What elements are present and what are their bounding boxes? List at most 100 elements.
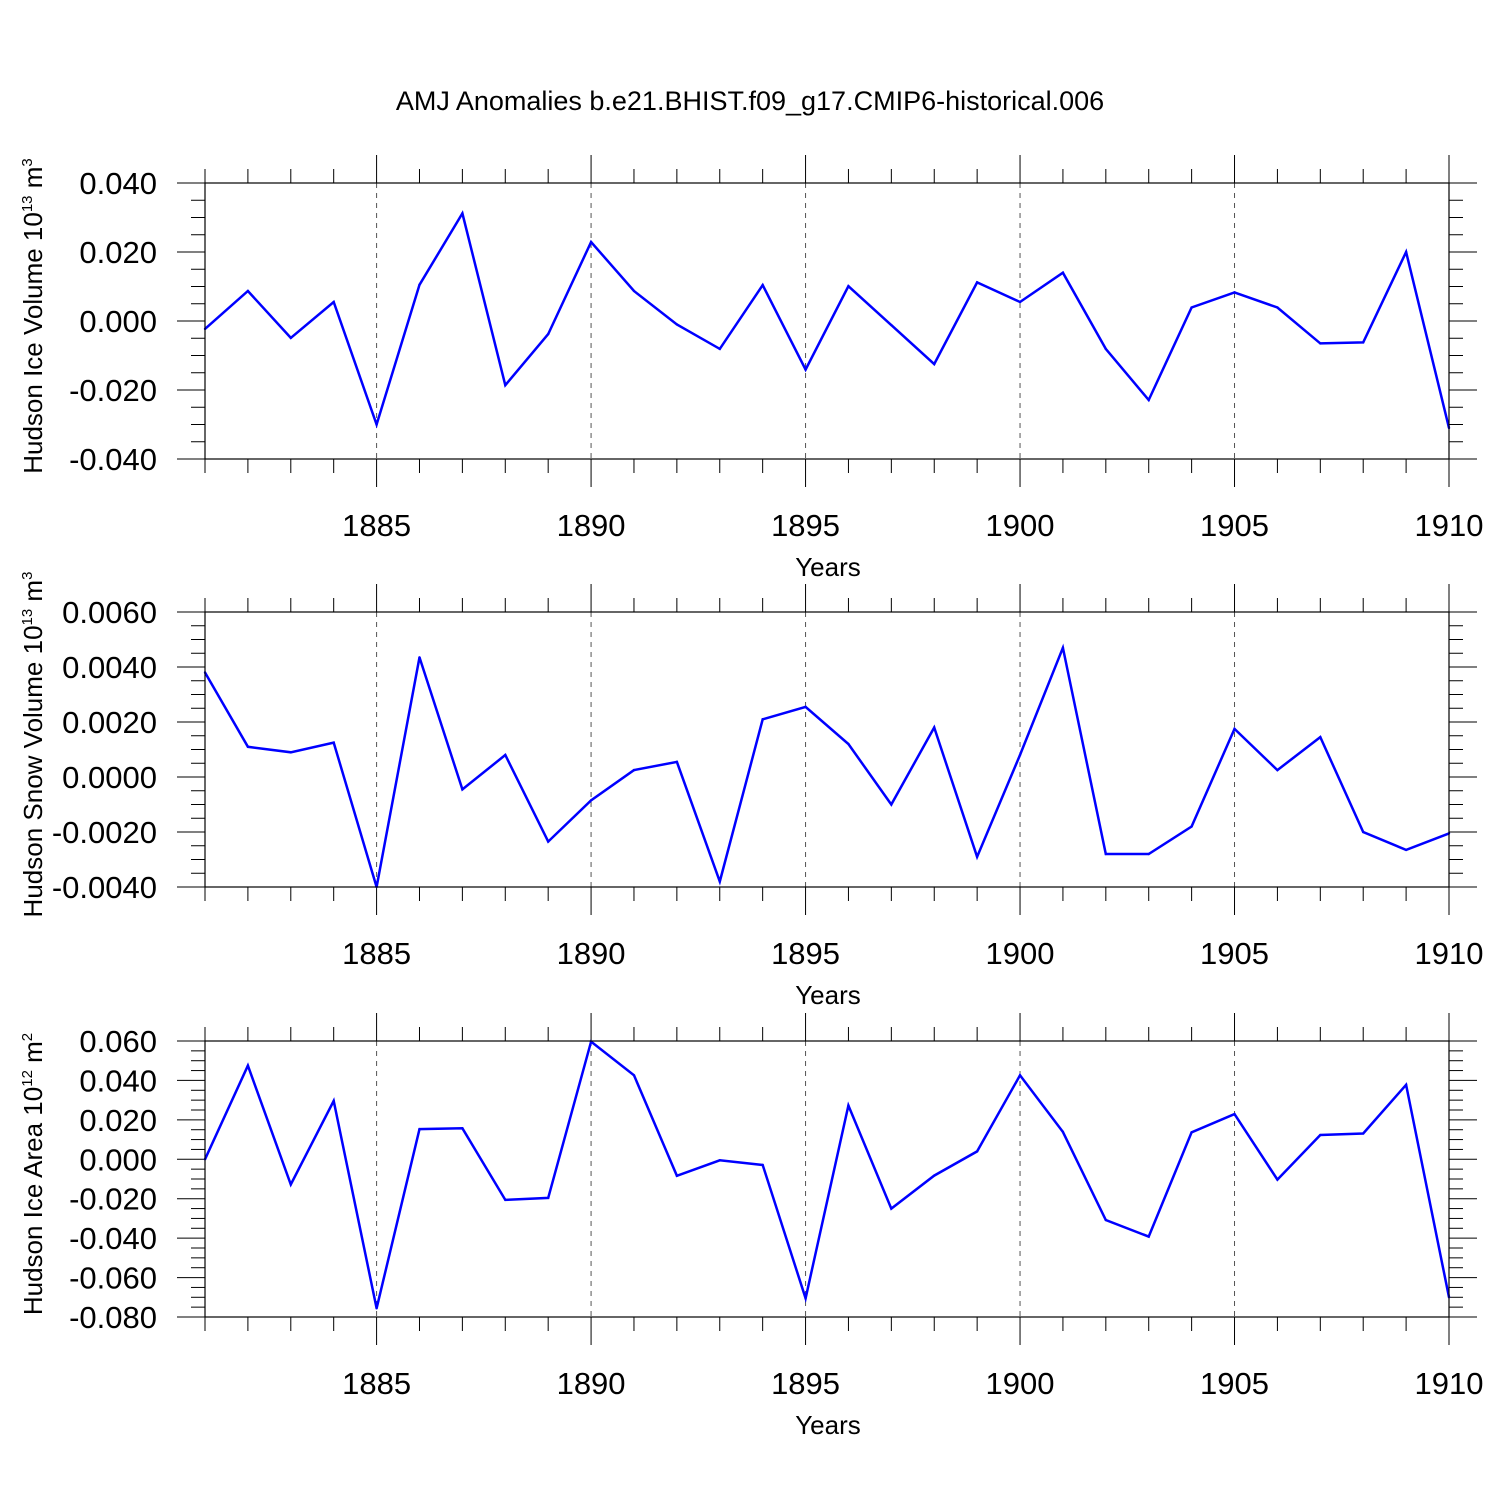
x-tick-label: 1905 (1200, 1366, 1269, 1401)
data-point (804, 368, 807, 371)
data-point (1061, 271, 1065, 274)
data-point (933, 1174, 936, 1177)
y-tick-label: -0.0040 (52, 870, 157, 905)
data-point (761, 718, 764, 721)
series-line (203, 1039, 1451, 1309)
data-point (504, 383, 507, 387)
data-point (718, 1159, 721, 1162)
data-point (632, 1074, 636, 1077)
data-point (847, 284, 850, 288)
data-point (632, 768, 636, 772)
data-point (975, 281, 979, 284)
data-point (890, 803, 893, 806)
data-point (461, 212, 464, 215)
data-point (1147, 852, 1150, 856)
y-tick-label: 0.040 (79, 166, 157, 201)
x-tick-label: 1890 (557, 1366, 626, 1401)
data-point (1104, 1218, 1108, 1222)
panel-ice-area: -0.080 -0.060 -0.040 -0.020 0.000 0.020 0.040 0… (18, 1013, 1483, 1440)
data-point (847, 742, 850, 746)
data-point (933, 726, 936, 729)
data-point (504, 753, 507, 757)
data-point (1233, 291, 1236, 294)
data-point (1018, 300, 1022, 304)
y-axis-title: Hudson Ice Area 1012 m2 (18, 1033, 48, 1315)
data-point (1104, 852, 1108, 856)
data-point (504, 1198, 507, 1202)
y-axis-title: Hudson Ice Volume 1013 m3 (18, 158, 48, 474)
y-tick-label: -0.0020 (52, 815, 157, 850)
series-line (204, 210, 1451, 429)
x-tick-label: 1910 (1415, 936, 1484, 971)
data-point (289, 751, 292, 754)
data-point (632, 289, 636, 293)
x-axis-title: Years (795, 1410, 861, 1440)
plot-frame (204, 182, 1450, 460)
data-point (546, 1196, 550, 1200)
data-point (1319, 735, 1322, 739)
y-tick-label: -0.060 (69, 1261, 157, 1296)
y-tick-label: 0.000 (79, 1142, 157, 1177)
data-point (1190, 306, 1193, 309)
y-tick-label: -0.020 (69, 373, 157, 408)
data-point (1276, 1178, 1279, 1181)
x-tick-label: 1910 (1415, 1366, 1484, 1401)
data-point (1233, 727, 1236, 731)
data-point (718, 880, 721, 883)
x-tick-label: 1905 (1200, 936, 1269, 971)
data-point (418, 1127, 421, 1131)
data-point (461, 788, 464, 791)
x-axis-title: Years (795, 552, 861, 582)
data-point (1362, 830, 1365, 834)
data-point (1319, 1133, 1322, 1137)
x-tick-label: 1890 (557, 508, 626, 543)
data-point (461, 1127, 464, 1130)
data-point (890, 323, 893, 327)
data-point (1404, 848, 1408, 852)
x-axis-title: Years (795, 980, 861, 1010)
data-point (1061, 646, 1065, 649)
x-tick-label: 1905 (1200, 508, 1269, 543)
data-point (1362, 341, 1365, 344)
data-point (1190, 1131, 1193, 1134)
y-tick-label: 0.0000 (62, 760, 157, 795)
x-tick-label: 1900 (986, 1366, 1055, 1401)
data-point (1061, 1130, 1065, 1134)
x-tick-label: 1885 (342, 936, 411, 971)
data-point (375, 1307, 378, 1310)
x-tick-label: 1895 (771, 936, 840, 971)
y-tick-label: 0.020 (79, 235, 157, 270)
data-point (332, 1099, 335, 1103)
x-tick-label: 1900 (986, 508, 1055, 543)
series-line (203, 643, 1450, 888)
plot-frame (204, 1040, 1450, 1318)
data-point (1319, 342, 1322, 345)
y-tick-label: -0.040 (69, 1221, 157, 1256)
x-tick-label: 1885 (342, 1366, 411, 1401)
data-point (675, 323, 679, 326)
data-point (1362, 1132, 1365, 1135)
x-tick-label: 1895 (771, 1366, 840, 1401)
data-point (1147, 398, 1150, 402)
y-tick-label: 0.0040 (62, 650, 157, 685)
data-point (975, 1150, 979, 1153)
y-axis-title: Hudson Snow Volume 1013 m3 (18, 572, 48, 918)
data-point (1276, 768, 1279, 772)
x-tick-label: 1895 (771, 508, 840, 543)
data-point (804, 1297, 807, 1300)
x-tick-label: 1900 (986, 936, 1055, 971)
data-point (546, 840, 550, 843)
panel-ice-volume: -0.040 -0.020 0.000 0.020 0.040 1885 1890 1895 1… (18, 155, 1483, 582)
y-tick-label: 0.060 (79, 1024, 157, 1059)
data-point (761, 1163, 764, 1167)
data-point (675, 1174, 679, 1178)
data-point (418, 656, 421, 659)
y-tick-label: 0.0020 (62, 705, 157, 740)
data-point (246, 289, 250, 293)
data-point (1018, 753, 1022, 757)
data-point (718, 347, 721, 351)
data-point (1233, 1112, 1236, 1116)
x-tick-label: 1910 (1415, 508, 1484, 543)
data-point (890, 1207, 893, 1210)
